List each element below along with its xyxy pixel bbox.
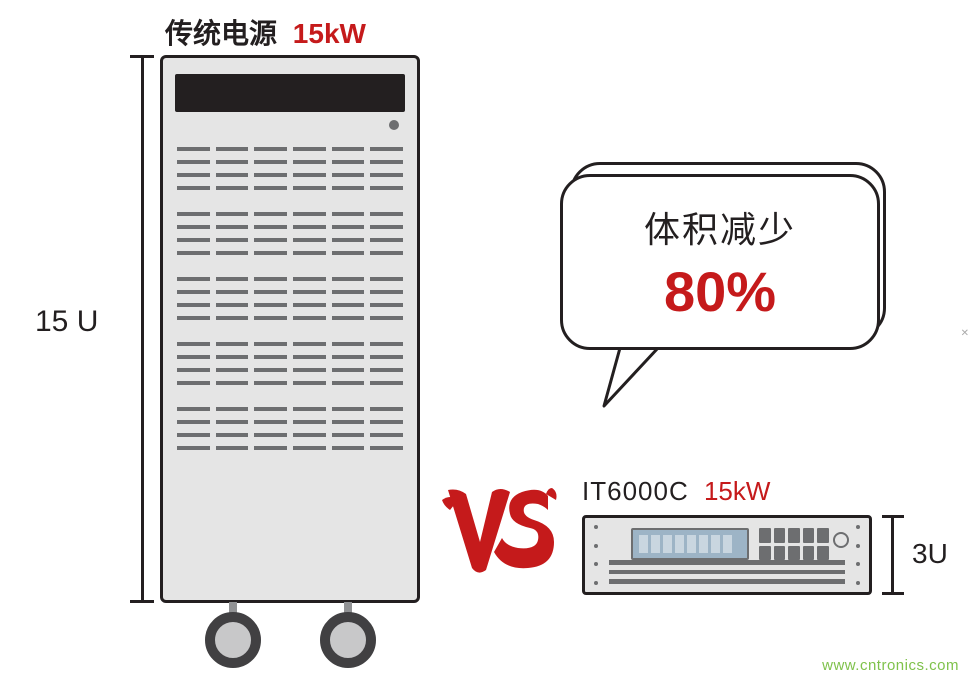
- bracket-15u: [130, 55, 154, 603]
- traditional-label: 传统电源: [165, 18, 277, 49]
- bubble-main: 体积减少 80%: [560, 174, 880, 350]
- traditional-title: 传统电源 15kW: [165, 12, 366, 52]
- caster-wheel-icon: [320, 612, 376, 668]
- compact-model: IT6000C: [582, 476, 689, 506]
- bubble-percent: 80%: [664, 259, 776, 324]
- rack-display: [175, 74, 405, 112]
- vs-icon: [440, 470, 560, 590]
- compact-title: IT6000C 15kW: [582, 476, 770, 507]
- dial-icon: [833, 532, 849, 548]
- speech-bubble: 体积减少 80%: [560, 170, 884, 366]
- caster-wheel-icon: [205, 612, 261, 668]
- screw-icon: [851, 518, 865, 592]
- traditional-power: 15kW: [293, 18, 366, 49]
- comparison-infographic: 传统电源 15kW 15 U 体积减少 80% IT6000C: [0, 0, 973, 684]
- bubble-title: 体积减少: [644, 201, 796, 253]
- close-icon[interactable]: ✕: [961, 328, 969, 339]
- bracket-3u: [882, 515, 904, 595]
- label-3u: 3U: [912, 538, 948, 570]
- bubble-tail-icon: [600, 348, 670, 418]
- unit-screen: [631, 528, 749, 560]
- compact-unit: [582, 515, 872, 595]
- compact-power: 15kW: [704, 476, 770, 506]
- rack-vents: [177, 138, 403, 586]
- screw-icon: [589, 518, 603, 592]
- unit-vents: [609, 560, 845, 584]
- watermark: www.cntronics.com: [822, 657, 959, 674]
- rack-knob-icon: [389, 120, 399, 130]
- traditional-rack: [160, 55, 420, 603]
- label-15u: 15 U: [35, 305, 98, 339]
- unit-buttons: [759, 528, 829, 560]
